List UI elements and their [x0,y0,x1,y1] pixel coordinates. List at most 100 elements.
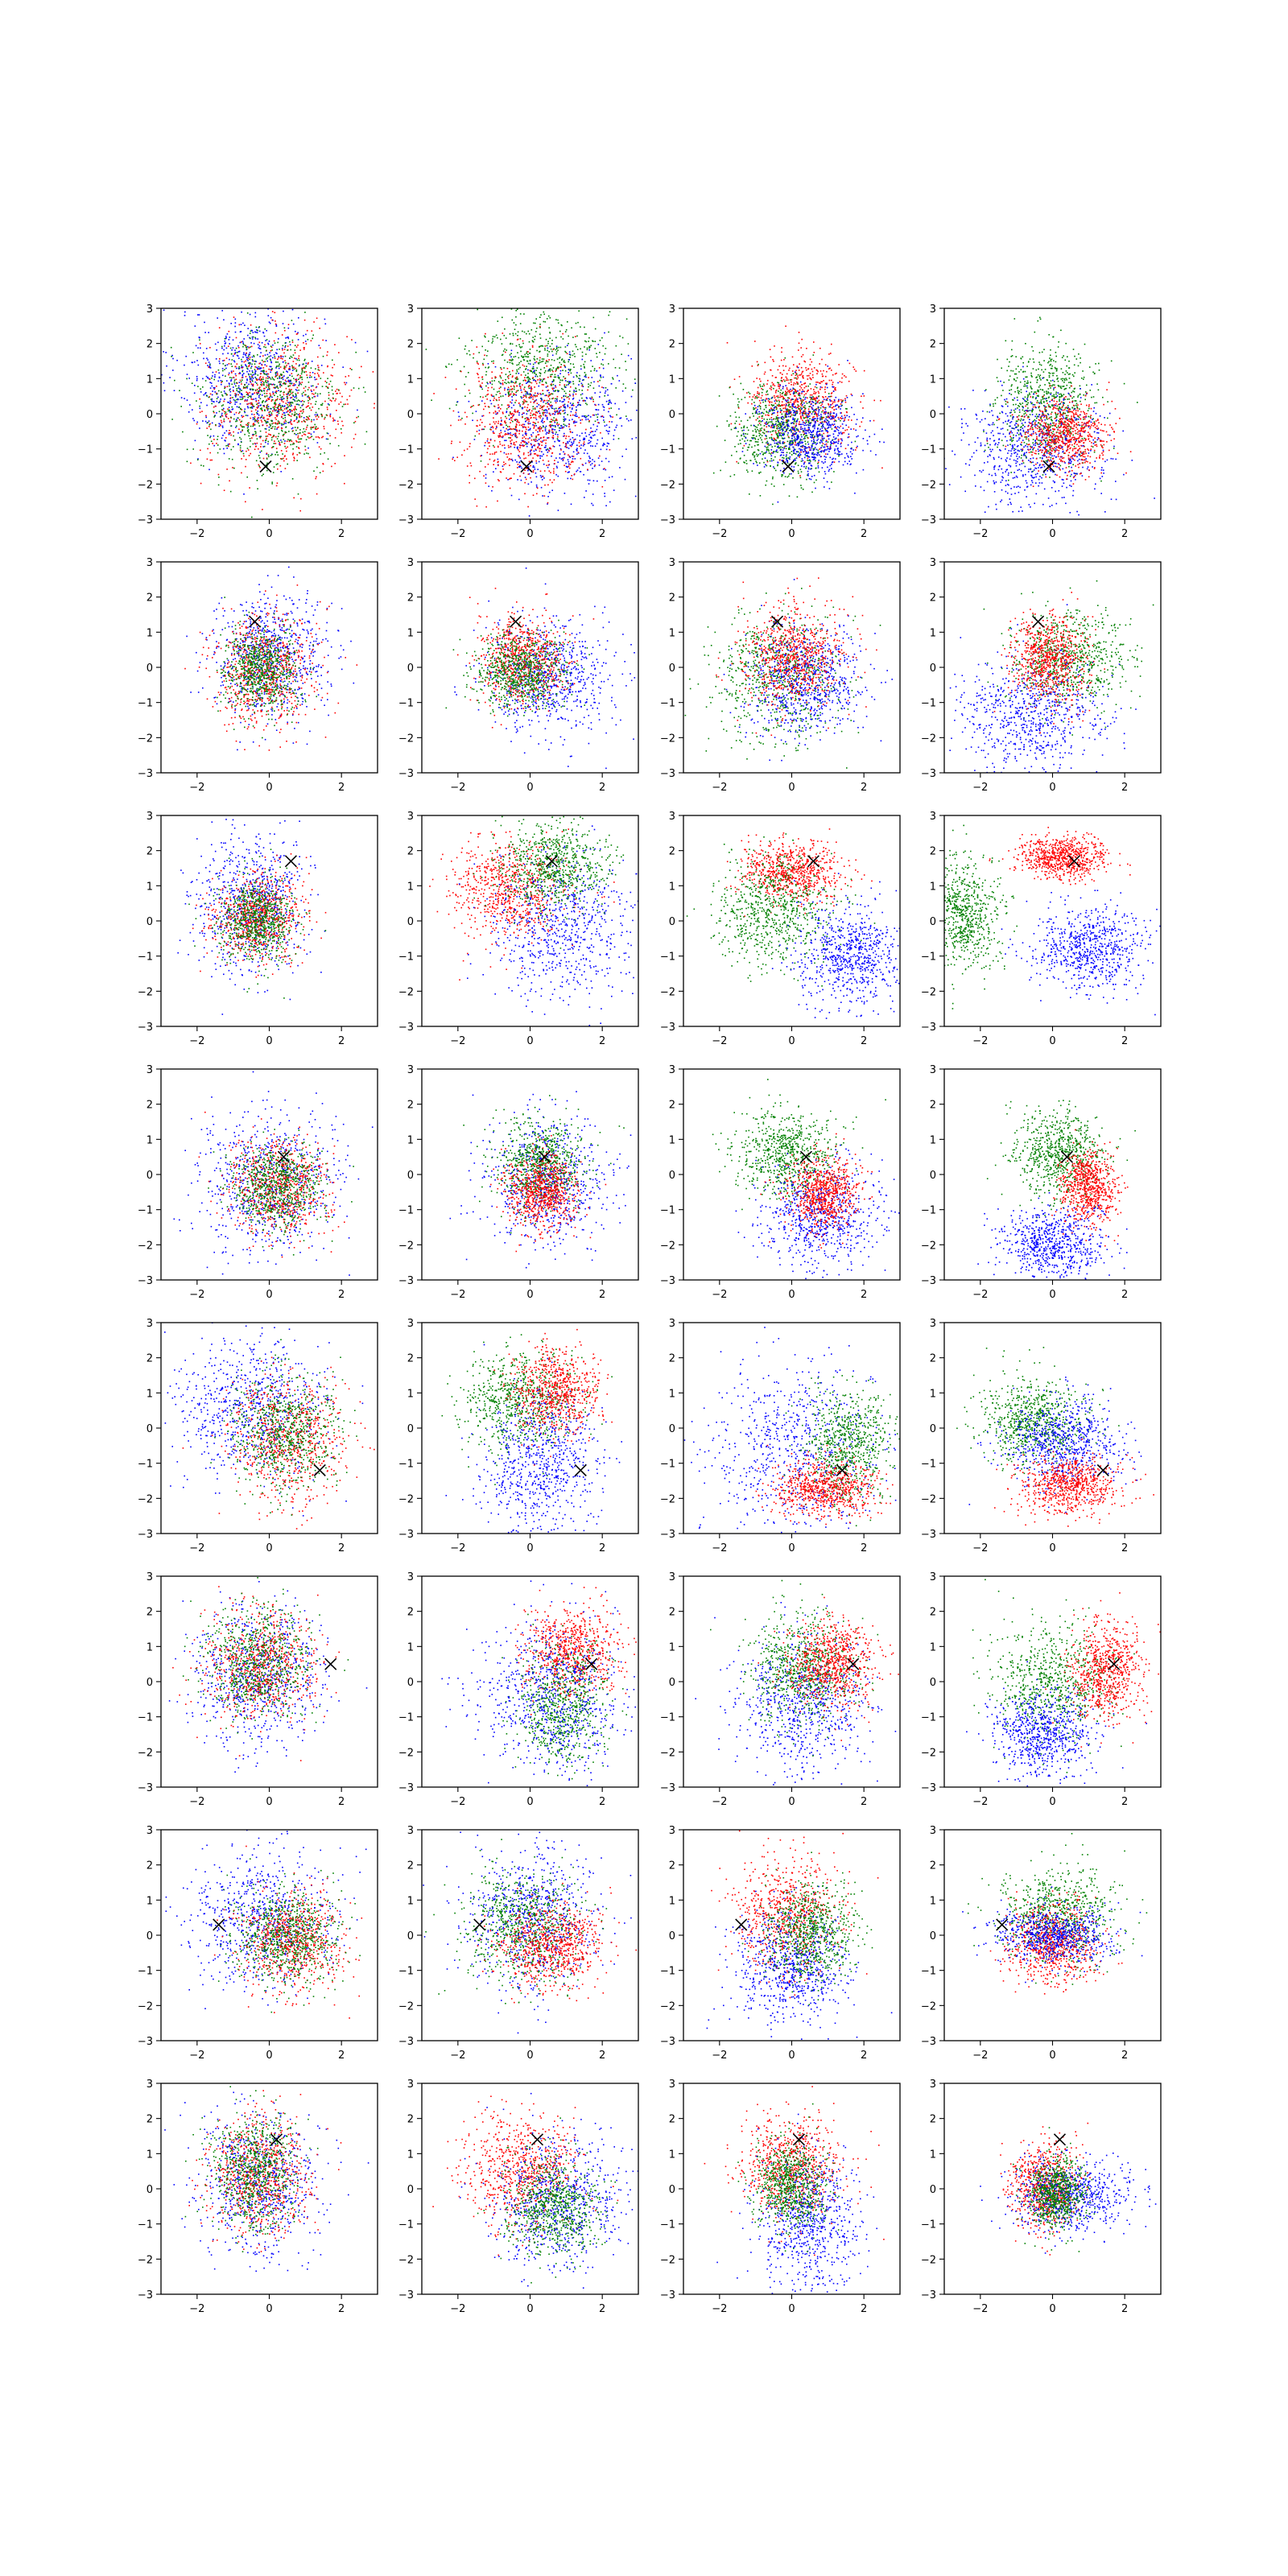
data-point [280,405,282,407]
data-point [555,400,556,402]
data-point [266,361,268,362]
data-point [569,429,571,431]
data-point [575,344,576,345]
data-point [545,430,547,431]
data-point [802,376,803,378]
data-point [232,459,233,460]
data-point [303,349,305,350]
data-point [548,464,550,466]
data-point [236,388,237,390]
data-point [608,315,609,316]
data-point [561,397,563,398]
data-point [518,499,520,501]
data-point [558,347,559,349]
data-point [493,427,494,429]
data-point [467,448,469,450]
data-point [521,374,522,376]
data-point [285,366,287,368]
data-point [605,505,607,506]
data-point [262,381,264,382]
data-point [534,373,535,374]
data-point [224,345,225,347]
data-point [249,376,250,378]
data-point [241,359,242,361]
data-point [559,378,560,380]
data-point [276,353,278,354]
data-point [565,395,567,397]
data-point [535,359,536,361]
data-point [526,382,527,384]
data-point [834,402,836,403]
data-point [770,388,771,390]
data-point [815,382,817,383]
data-point [308,387,310,389]
data-point [598,344,600,345]
data-point [528,442,530,444]
data-point [774,397,776,398]
data-point [266,357,268,359]
data-point [482,376,484,378]
data-point [250,332,251,334]
data-point [801,460,803,462]
data-point [543,400,545,402]
data-point [812,371,814,373]
data-point [254,343,255,345]
data-point [805,382,807,384]
data-point [603,377,605,378]
data-point [270,455,272,456]
data-point [844,419,845,421]
data-point [271,437,273,439]
data-point [515,333,517,335]
data-point [635,496,637,497]
data-point [492,453,493,455]
data-point [248,374,250,376]
data-point [300,407,302,409]
data-point [571,442,572,444]
data-point [778,400,780,402]
data-point [782,395,783,397]
data-point [594,461,596,463]
data-point [214,391,216,393]
data-point [628,343,630,345]
data-point [549,405,551,407]
data-point [283,311,284,312]
data-point [520,386,522,388]
data-point [230,397,232,398]
data-point [588,440,590,441]
data-point [808,375,810,377]
data-point [489,459,491,460]
data-point [340,417,341,419]
data-point [557,436,559,438]
data-point [247,403,249,405]
data-point [543,426,544,427]
data-point [530,451,531,452]
data-point [271,423,273,425]
data-point [544,349,546,351]
data-point [590,370,592,372]
data-point [543,477,545,479]
data-point [272,311,274,312]
data-point [293,361,295,362]
data-point [229,377,231,378]
data-point [539,382,541,384]
data-point [584,441,585,443]
data-point [759,384,761,386]
data-point [515,324,517,326]
data-point [208,397,210,398]
data-point [580,448,582,449]
data-point [290,381,291,382]
data-point [524,445,526,447]
data-point [524,407,526,408]
data-point [247,392,249,394]
data-point [316,416,317,418]
data-point [547,467,549,469]
data-point [595,405,597,407]
data-point [571,504,572,506]
y-tick-label: −3 [138,514,153,526]
data-point [515,356,517,357]
data-point [576,346,577,348]
data-point [286,451,287,452]
data-point [576,323,577,324]
data-point [270,361,272,363]
data-point [266,393,268,394]
